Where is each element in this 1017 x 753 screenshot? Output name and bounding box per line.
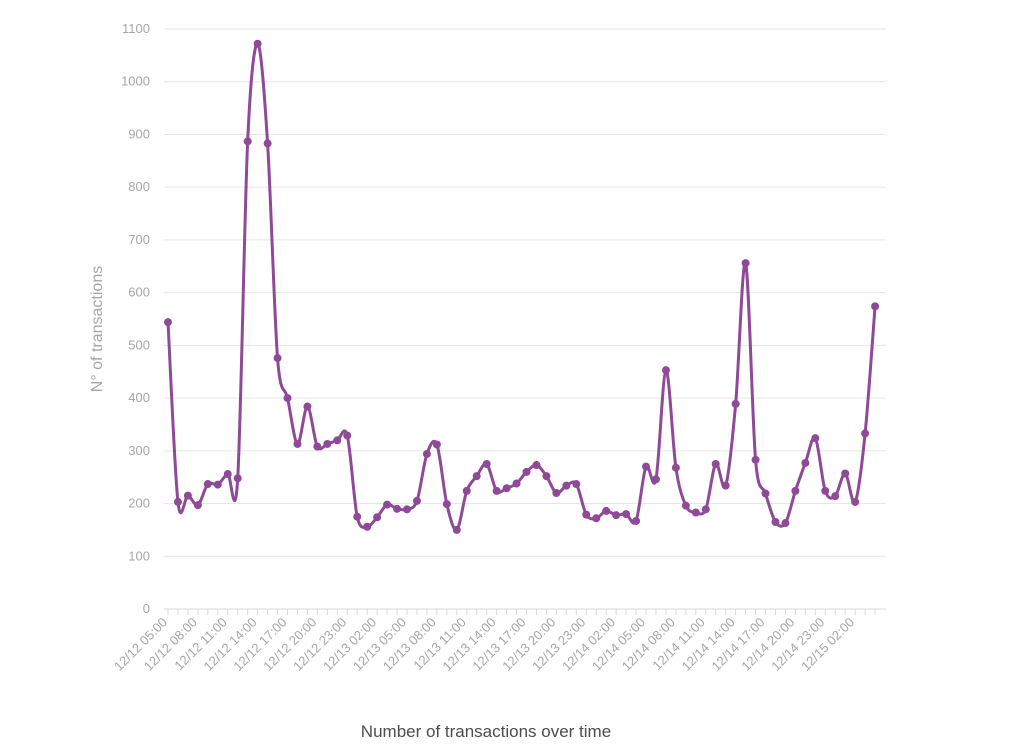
y-tick-label: 100 (128, 548, 150, 563)
data-point (363, 522, 372, 531)
y-tick-label: 300 (128, 443, 150, 458)
data-point (871, 302, 880, 311)
y-tick-label: 800 (128, 179, 150, 194)
y-tick-label: 700 (128, 232, 150, 247)
data-point (243, 137, 252, 146)
data-point (462, 486, 471, 495)
data-point (253, 39, 262, 48)
data-point (741, 259, 750, 268)
data-point (183, 491, 192, 500)
data-points (164, 39, 880, 534)
data-point (651, 475, 660, 484)
data-point (383, 500, 392, 509)
data-point (323, 439, 332, 448)
data-point (432, 440, 441, 449)
y-tick-label: 200 (128, 496, 150, 511)
data-point (403, 505, 412, 514)
data-point (851, 497, 860, 506)
data-point (592, 514, 601, 523)
data-point (233, 474, 242, 483)
data-point (542, 472, 551, 481)
data-point (353, 512, 362, 521)
data-point (642, 462, 651, 471)
data-point (482, 460, 491, 468)
data-point (173, 497, 182, 506)
data-point (293, 439, 302, 448)
y-tick-label: 0 (143, 601, 150, 616)
data-point (313, 442, 322, 451)
data-point (821, 486, 830, 495)
grid-lines (164, 28, 886, 557)
data-point (263, 139, 272, 148)
data-point (472, 472, 481, 481)
data-point (711, 460, 720, 468)
data-point (552, 489, 561, 497)
x-axis-title: Number of transactions over time (361, 722, 611, 741)
data-point (522, 467, 531, 476)
data-point (502, 484, 511, 493)
y-tick-label: 900 (128, 126, 150, 141)
data-point (761, 489, 770, 498)
data-point (492, 486, 501, 495)
data-point (811, 434, 820, 443)
data-point (562, 481, 571, 490)
y-axis-ticks: 0 100 200 300 400 500 600 700 800 900 1000 1100 (121, 21, 150, 616)
data-point (393, 504, 402, 513)
data-point (273, 354, 282, 363)
data-point (582, 510, 591, 519)
data-point (343, 431, 352, 440)
data-point (731, 399, 740, 408)
data-point (681, 501, 690, 510)
data-point (373, 513, 382, 522)
data-point (412, 496, 421, 505)
data-point (213, 480, 222, 489)
data-point (801, 458, 810, 467)
data-point (661, 366, 670, 375)
data-point (632, 516, 641, 525)
data-point (203, 480, 212, 489)
data-point (622, 510, 631, 519)
data-point (691, 508, 700, 517)
y-tick-label: 500 (128, 337, 150, 352)
y-tick-label: 1000 (121, 74, 150, 89)
data-point (223, 470, 232, 479)
data-point (861, 429, 870, 438)
y-tick-label: 600 (128, 285, 150, 300)
data-point (751, 455, 760, 464)
data-point (333, 436, 342, 445)
data-point (164, 318, 172, 327)
data-point (442, 500, 451, 509)
series-line (166, 42, 877, 532)
data-point (572, 480, 581, 489)
data-point (831, 492, 840, 501)
data-point (721, 481, 730, 490)
y-tick-label: 400 (128, 390, 150, 405)
data-point (303, 402, 312, 411)
data-point (701, 505, 710, 514)
data-point (602, 506, 611, 515)
data-point (422, 449, 431, 458)
data-point (771, 518, 780, 526)
data-point (841, 469, 850, 478)
data-point (452, 525, 461, 534)
data-point (193, 501, 202, 510)
data-point (612, 511, 621, 520)
data-point (671, 463, 680, 472)
data-point (781, 519, 790, 528)
data-point (532, 461, 541, 470)
y-tick-label: 1100 (122, 21, 150, 36)
data-point (791, 486, 800, 495)
y-axis-title: N° of transactions (89, 266, 106, 392)
data-point (512, 479, 521, 488)
data-point (283, 394, 292, 403)
